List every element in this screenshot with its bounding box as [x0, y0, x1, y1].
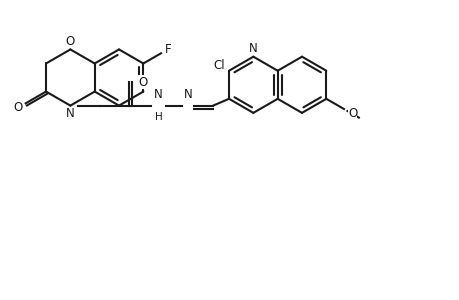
Text: O: O [13, 101, 22, 114]
Text: N: N [248, 42, 257, 55]
Text: O: O [138, 76, 147, 88]
Text: F: F [164, 43, 171, 56]
Text: O: O [66, 35, 75, 48]
Text: N: N [154, 88, 163, 101]
Text: O: O [347, 107, 357, 121]
Text: N: N [66, 107, 74, 120]
Text: H: H [155, 112, 162, 122]
Text: Cl: Cl [213, 58, 224, 72]
Text: N: N [184, 88, 192, 101]
